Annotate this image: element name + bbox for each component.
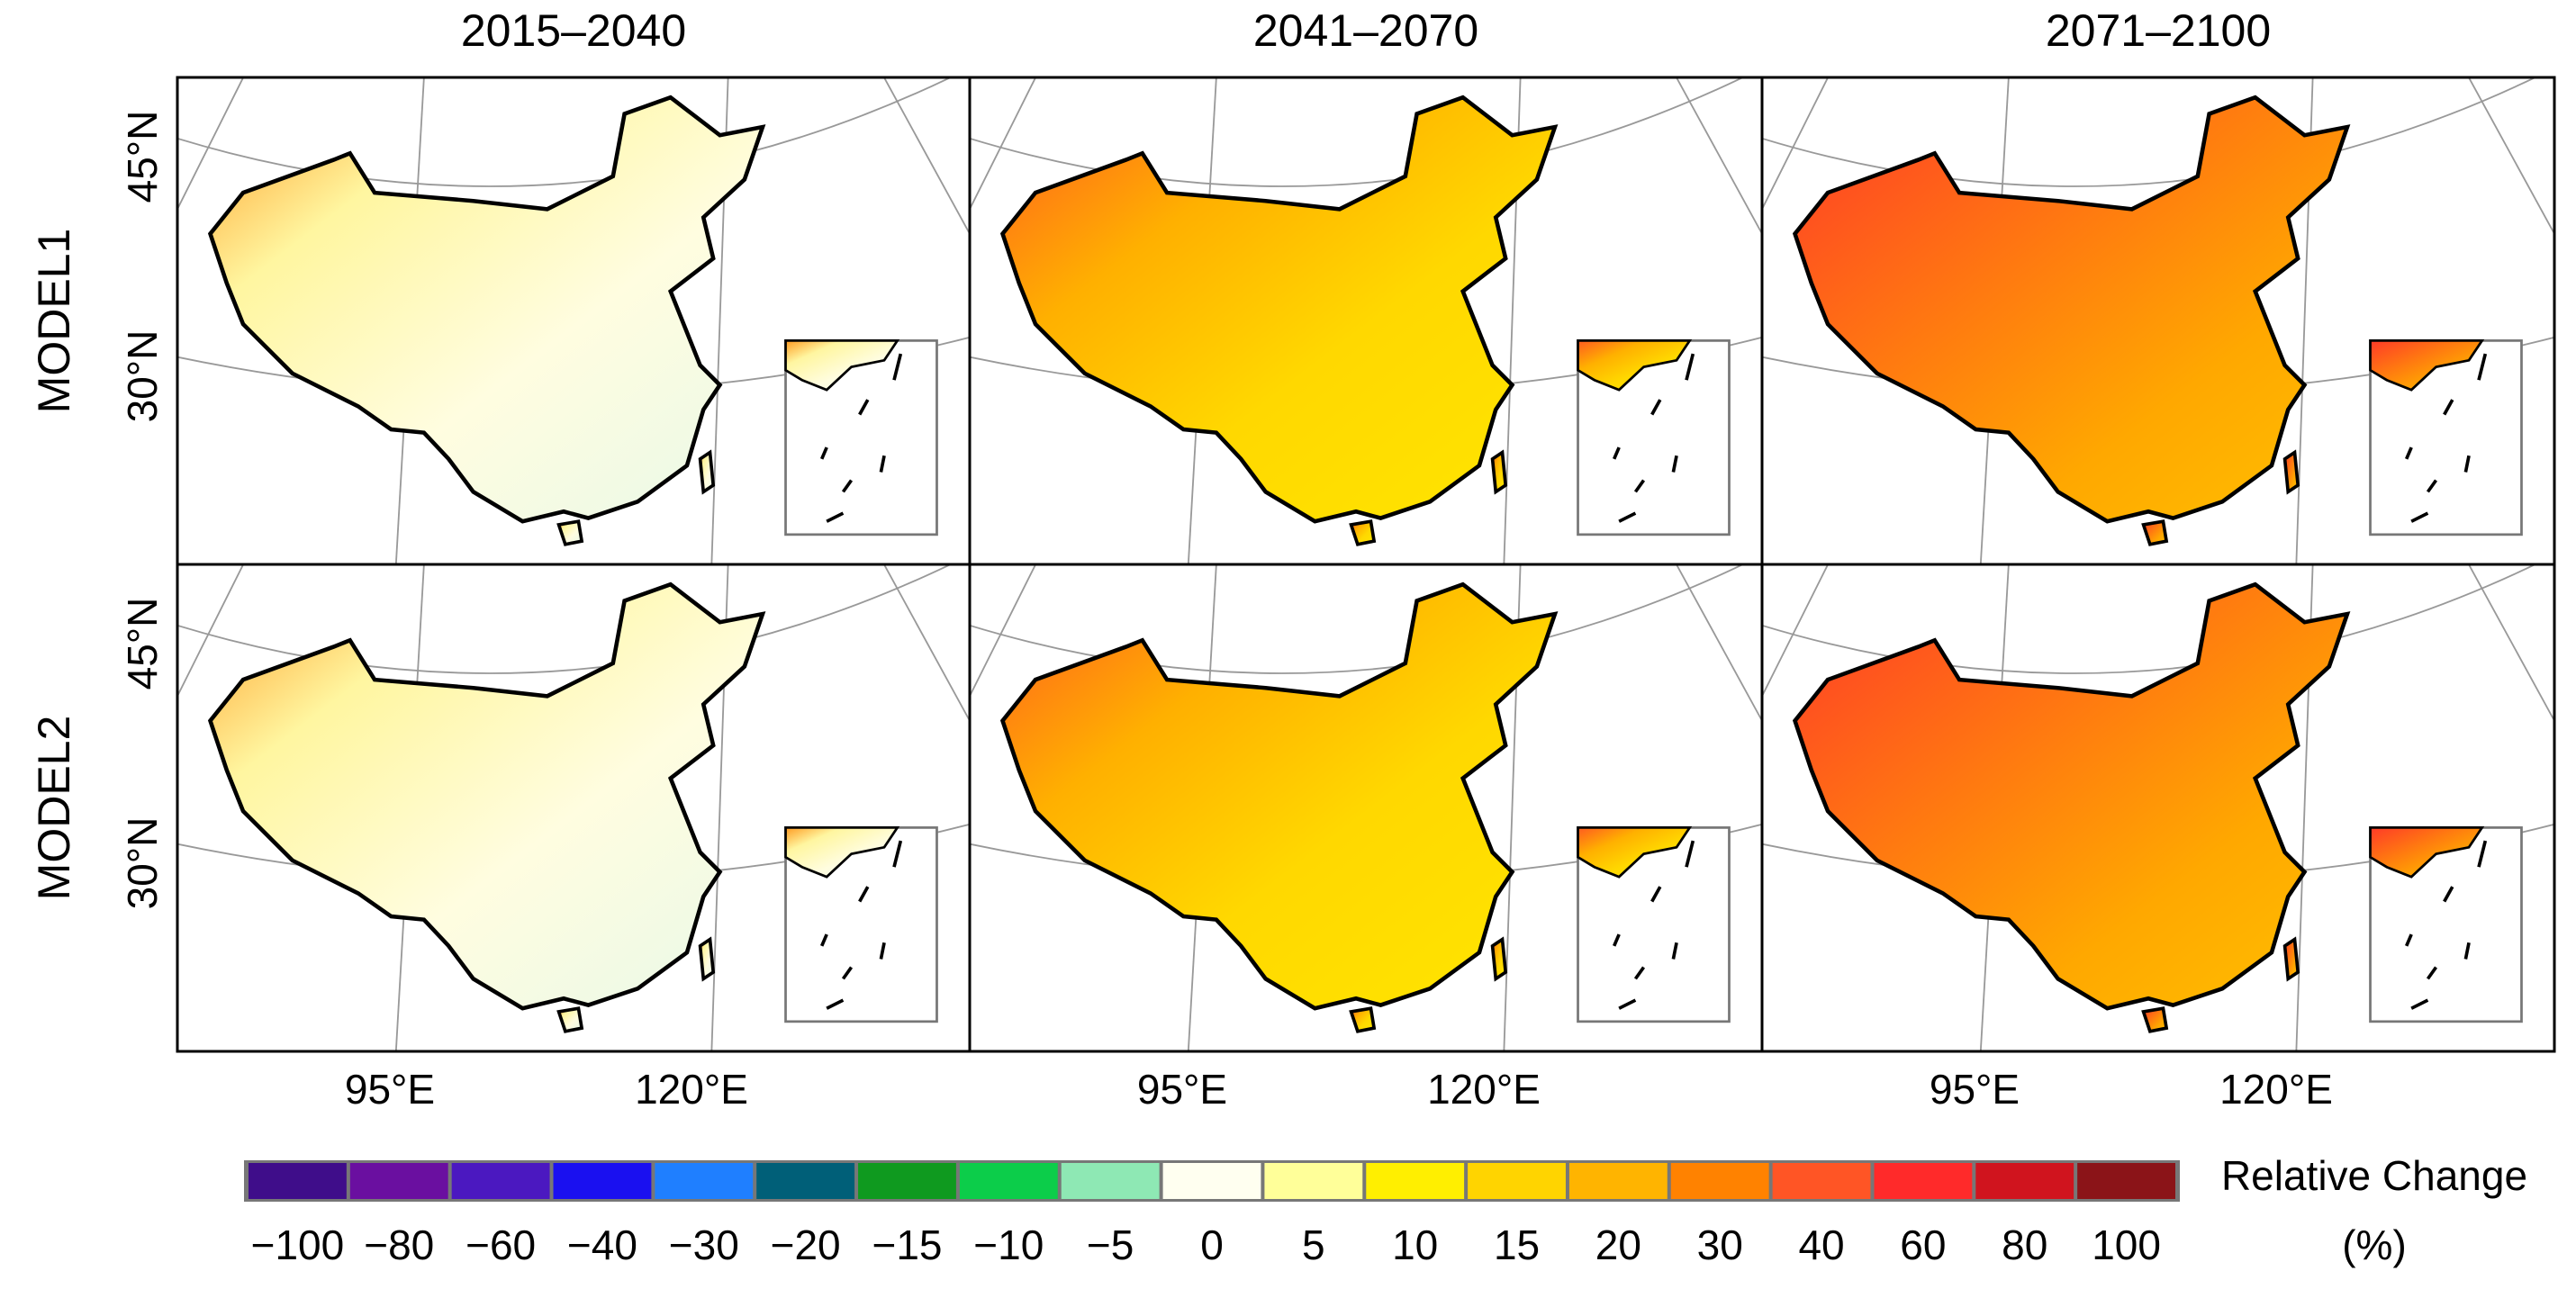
colorbar-box	[1468, 1163, 1566, 1199]
colorbar-box	[1568, 1163, 1668, 1199]
colorbar-box	[451, 1163, 550, 1199]
colorbar-box	[655, 1163, 754, 1199]
panel-border	[1760, 563, 2556, 1053]
lon-label: 95°E	[1137, 1066, 1227, 1113]
colorbar-box	[1366, 1163, 1465, 1199]
colorbar-label: −30	[669, 1221, 739, 1268]
colorbar-label: 20	[1595, 1221, 1641, 1268]
colorbar-label: −15	[872, 1221, 942, 1268]
column-title: 2041–2070	[1253, 5, 1478, 56]
colorbar-label: −80	[364, 1221, 434, 1268]
colorbar-box	[2077, 1163, 2175, 1199]
colorbar-label: 80	[2002, 1221, 2047, 1268]
lat-label: 45°N	[119, 598, 166, 690]
colorbar-box	[1772, 1163, 1871, 1199]
column-title: 2015–2040	[461, 5, 686, 56]
colorbar-label: −10	[973, 1221, 1044, 1268]
lon-label: 120°E	[635, 1066, 748, 1113]
colorbar-box	[1874, 1163, 1973, 1199]
colorbar-label: 60	[1900, 1221, 1946, 1268]
map-panel	[1760, 563, 2556, 1053]
colorbar-box	[1061, 1163, 1160, 1199]
colorbar-box	[1264, 1163, 1363, 1199]
colorbar-box	[1162, 1163, 1261, 1199]
colorbar-label: −40	[567, 1221, 637, 1268]
colorbar-label: 10	[1392, 1221, 1438, 1268]
colorbar-label: −60	[465, 1221, 536, 1268]
colorbar-box	[553, 1163, 652, 1199]
colorbar-label: −20	[771, 1221, 841, 1268]
colorbar-label: 5	[1302, 1221, 1325, 1268]
map-panel	[176, 76, 972, 566]
colorbar: −100 −80 −60 −40 −30 −20 −15 −10 −5 0 5 10 15 20 30 40 6…	[244, 1160, 2180, 1268]
legend-title: Relative Change	[2221, 1152, 2527, 1199]
colorbar-label: 100	[2092, 1221, 2161, 1268]
map-panel	[1760, 76, 2556, 566]
legend-unit: (%)	[2342, 1221, 2407, 1268]
colorbar-box	[249, 1163, 347, 1199]
colorbar-label: 40	[1798, 1221, 1844, 1268]
colorbar-box	[858, 1163, 956, 1199]
row-label: MODEL1	[29, 229, 79, 414]
map-panels	[176, 76, 2556, 1053]
colorbar-box	[1975, 1163, 2074, 1199]
lon-label: 95°E	[345, 1066, 435, 1113]
lon-label: 120°E	[2219, 1066, 2333, 1113]
colorbar-box	[756, 1163, 855, 1199]
colorbar-box	[1670, 1163, 1769, 1199]
map-panel	[176, 563, 972, 1053]
row-label: MODEL2	[29, 716, 79, 901]
map-panel	[968, 563, 1764, 1053]
colorbar-label: 15	[1494, 1221, 1540, 1268]
lat-label: 45°N	[119, 111, 166, 203]
colorbar-label: 0	[1200, 1221, 1224, 1268]
lon-label: 120°E	[1427, 1066, 1541, 1113]
lat-label: 30°N	[119, 330, 166, 423]
column-title: 2071–2100	[2046, 5, 2271, 56]
lat-label: 30°N	[119, 817, 166, 910]
map-panel	[968, 76, 1764, 566]
colorbar-box	[349, 1163, 448, 1199]
colorbar-box	[959, 1163, 1058, 1199]
colorbar-label: −100	[251, 1221, 345, 1268]
colorbar-label: 30	[1697, 1221, 1743, 1268]
lon-label: 95°E	[1930, 1066, 2020, 1113]
colorbar-label: −5	[1087, 1221, 1134, 1268]
